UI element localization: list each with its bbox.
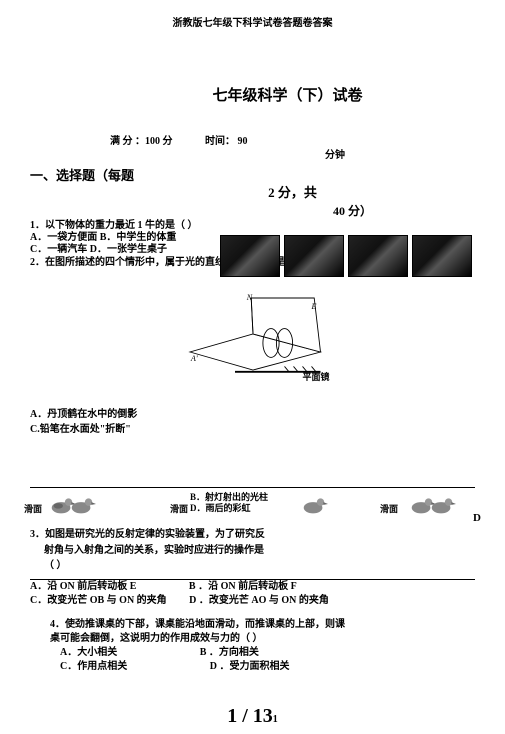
meta-row: 满 分 ：100 分 时间： 90 分钟	[110, 135, 475, 163]
q2-images	[220, 235, 475, 277]
page-total: 13	[253, 705, 273, 727]
time-value-2: 分钟	[325, 149, 475, 163]
section-1-heading: 一、选择题（每题	[30, 165, 475, 184]
letter-d: D	[473, 512, 481, 524]
q3-opt-b: B ．沿 ON 前后转动板 F	[189, 581, 297, 592]
q3-stem-3: （ ）	[44, 559, 475, 573]
label-left: 滑面	[24, 502, 42, 515]
full-score-value: ：100 分	[135, 136, 173, 147]
q2-img-2	[284, 235, 344, 277]
svg-text:A': A'	[189, 354, 197, 363]
q3-opt-d: D ．改变光芒 AO 与 ON 的夹角	[189, 595, 329, 606]
q2-img-4	[412, 235, 472, 277]
q2-opt-a: A．丹顶鹤在水中的倒影	[30, 407, 475, 422]
q4-stem-2: 桌可能会翻倒，这说明力的作用成效与力的（ ）	[50, 633, 263, 644]
page-cur: 1	[227, 705, 237, 727]
page-sep: /	[237, 705, 253, 727]
q2-img-1	[220, 235, 280, 277]
q4-opt-c: C．作用点相关	[60, 661, 127, 672]
q1-stem: 1．以下物体的重力最近 1 牛的是（ ）	[30, 219, 475, 232]
label-mid: 滑面	[170, 502, 188, 515]
q3-opt-a: A．沿 ON 前后转动板 E	[30, 581, 136, 592]
section-1-total: 40 分）	[230, 202, 475, 219]
mirror-label: 平面镜	[302, 370, 329, 383]
q2-img-3	[348, 235, 408, 277]
book-header: 浙教版七年级下科学试卷答题卷答案	[30, 14, 475, 29]
q2-opt-c: C.铅笔在水面处"折断"	[30, 422, 475, 437]
mirror-diagram: N E A' 平面镜	[178, 289, 328, 379]
svg-text:N: N	[245, 293, 252, 302]
q4-stem: 4．使劲推课桌的下部，课桌能沿地面滑动，而推课桌的上部，则课 桌可能会翻倒，这说…	[50, 618, 475, 646]
q4-opt-a: A．大小相关	[60, 647, 117, 658]
ducks-mid	[300, 492, 328, 518]
q3-opt-c: C．改变光芒 OB 与 ON 的夹角	[30, 595, 167, 606]
label-right: 滑面	[380, 502, 398, 515]
ducks-right	[408, 492, 456, 518]
q2-opt-b: B．射灯射出的光柱	[190, 492, 268, 503]
q2-opt-d: D．雨后的彩虹	[190, 503, 268, 514]
q4-opt-b: B ．方向相关	[200, 646, 259, 660]
time-label: 时间：	[205, 135, 235, 149]
q2-options-ac: A．丹顶鹤在水中的倒影 C.铅笔在水面处"折断"	[30, 407, 475, 437]
q4-opt-d: D ．受力面积相关	[210, 660, 290, 674]
q3-options: A．沿 ON 前后转动板 E B ．沿 ON 前后转动板 F C．改变光芒 OB…	[30, 580, 475, 608]
ducks-left	[48, 492, 96, 518]
duck-row: 滑面 滑面 B．射灯射出的光柱 D．雨后的彩虹 滑面 D	[30, 492, 475, 526]
full-score-label: 满 分	[110, 135, 133, 149]
q3-stem-2: 射角与入射角之间的关系，实验时应进行的操作是	[44, 544, 475, 558]
q4-options: A．大小相关 B ．方向相关 C．作用点相关 D ．受力面积相关	[60, 646, 475, 674]
time-value-1: 90	[238, 136, 248, 147]
page-suffix: 1	[273, 714, 278, 725]
page-root: 浙教版七年级下科学试卷答题卷答案 七年级科学（下）试卷 满 分 ：100 分 时…	[0, 0, 505, 734]
paper-title: 七年级科学（下）试卷	[100, 84, 475, 105]
svg-text:E: E	[310, 302, 316, 311]
q3-block: 滑面 滑面 B．射灯射出的光柱 D．雨后的彩虹 滑面 D 3．如图是研究光的反射…	[30, 487, 475, 580]
q3-stem-1: 3．如图是研究光的反射定律的实验装置，为了研究反	[30, 528, 475, 542]
page-number: 1 / 131	[0, 705, 505, 728]
section-1-per: 2 分，共	[110, 184, 475, 202]
q4-stem-1: 4．使劲推课桌的下部，课桌能沿地面滑动，而推课桌的上部，则课	[50, 619, 345, 630]
